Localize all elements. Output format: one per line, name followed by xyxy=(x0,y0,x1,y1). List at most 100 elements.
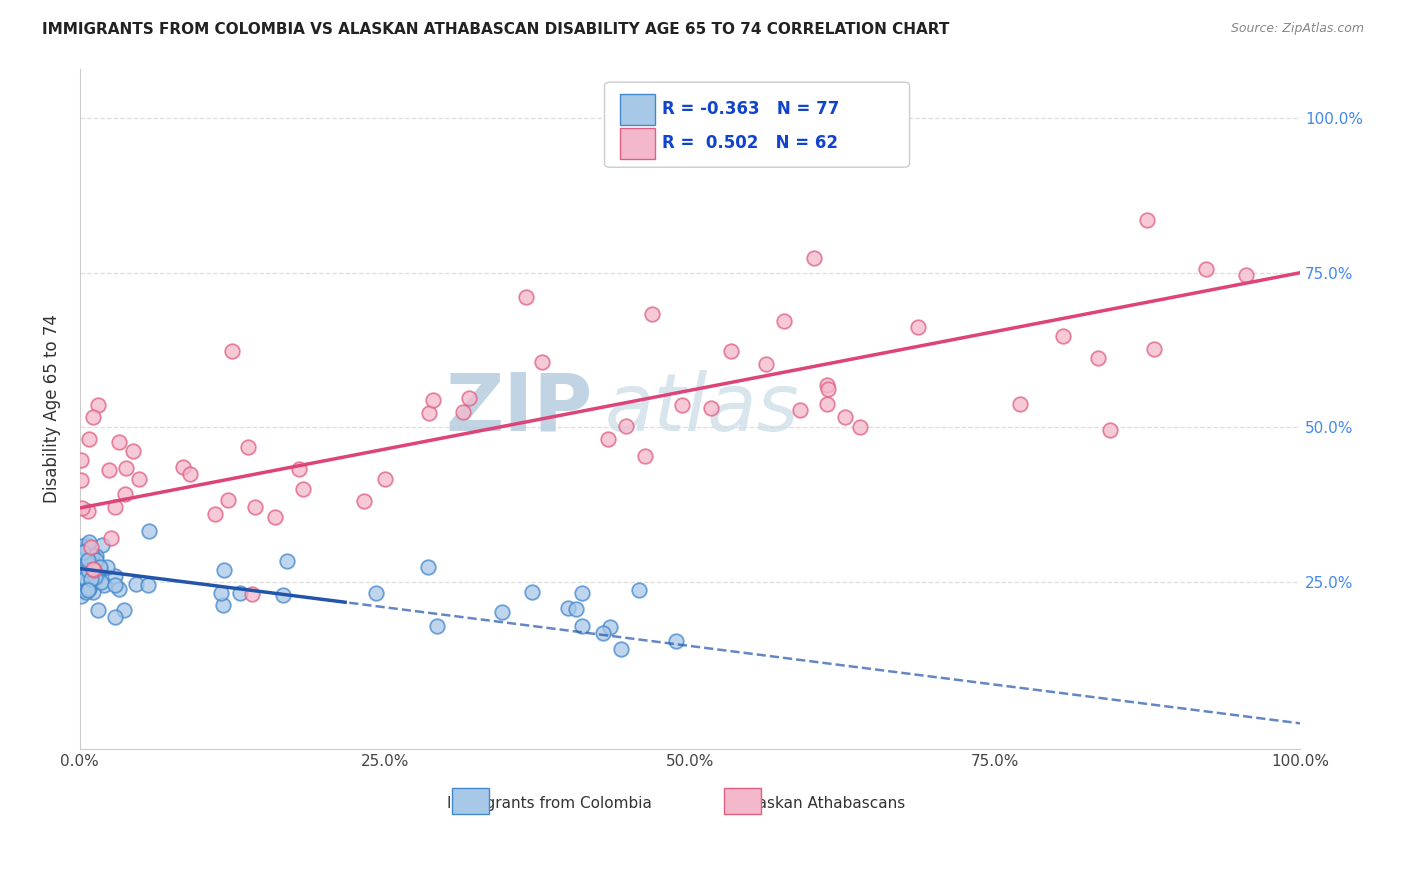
Point xyxy=(108,582,131,596)
Point xyxy=(77,503,100,517)
Point xyxy=(422,393,444,408)
Point xyxy=(772,314,794,328)
Point xyxy=(641,307,664,321)
Text: R = -0.363   N = 77: R = -0.363 N = 77 xyxy=(662,101,839,119)
Point xyxy=(789,402,811,417)
Point xyxy=(76,582,98,597)
Point xyxy=(73,544,96,558)
Point xyxy=(77,582,100,597)
Text: atlas: atlas xyxy=(605,370,799,448)
Bar xyxy=(724,789,761,814)
Point xyxy=(73,553,96,567)
Point xyxy=(97,463,120,477)
Point xyxy=(374,472,396,486)
Point xyxy=(84,549,107,564)
Point xyxy=(755,357,778,371)
Point xyxy=(1052,329,1074,343)
Point xyxy=(245,500,267,514)
Point xyxy=(70,453,93,467)
Point xyxy=(72,569,94,583)
Text: ZIP: ZIP xyxy=(446,370,592,448)
Point xyxy=(70,566,93,581)
Point xyxy=(79,566,101,580)
Point xyxy=(849,420,872,434)
Point xyxy=(271,588,294,602)
Text: IMMIGRANTS FROM COLOMBIA VS ALASKAN ATHABASCAN DISABILITY AGE 65 TO 74 CORRELATI: IMMIGRANTS FROM COLOMBIA VS ALASKAN ATHA… xyxy=(42,22,949,37)
Point xyxy=(366,586,388,600)
Point xyxy=(1136,213,1159,227)
Point xyxy=(609,642,631,657)
Point xyxy=(87,603,110,617)
Point xyxy=(103,578,125,592)
Point xyxy=(79,552,101,566)
Point xyxy=(212,563,235,577)
Point xyxy=(122,444,145,458)
Point xyxy=(634,450,657,464)
Point xyxy=(108,435,131,450)
Point xyxy=(83,570,105,584)
Point xyxy=(77,582,100,596)
Point xyxy=(596,432,619,446)
Point xyxy=(89,562,111,576)
Point xyxy=(80,562,103,576)
Point xyxy=(104,569,127,583)
Point xyxy=(79,555,101,569)
Point xyxy=(671,398,693,412)
Point xyxy=(451,405,474,419)
Point xyxy=(212,598,235,612)
Point xyxy=(100,531,122,545)
Point xyxy=(276,554,298,568)
Point xyxy=(104,610,127,624)
Point xyxy=(82,409,104,424)
Point xyxy=(418,406,440,420)
Point xyxy=(73,581,96,595)
Point xyxy=(79,566,101,580)
Point xyxy=(288,462,311,476)
Point xyxy=(416,560,439,574)
Bar xyxy=(620,128,655,159)
Point xyxy=(592,626,614,640)
Point xyxy=(217,492,239,507)
Point xyxy=(86,572,108,586)
Point xyxy=(76,555,98,569)
Text: R =  0.502   N = 62: R = 0.502 N = 62 xyxy=(662,135,838,153)
Text: Alaskan Athabascans: Alaskan Athabascans xyxy=(742,797,905,811)
Point xyxy=(209,586,232,600)
Point xyxy=(138,524,160,538)
Point xyxy=(77,582,100,596)
Point xyxy=(76,563,98,577)
Point xyxy=(1195,262,1218,277)
Point xyxy=(72,545,94,559)
Point xyxy=(1099,423,1122,437)
Point xyxy=(665,634,688,648)
Point xyxy=(87,398,110,412)
Point xyxy=(84,553,107,567)
Point xyxy=(238,441,260,455)
Bar xyxy=(620,95,655,125)
Point xyxy=(1087,351,1109,365)
Point xyxy=(179,467,201,481)
Point xyxy=(70,571,93,585)
Point xyxy=(815,378,838,392)
Point xyxy=(221,344,243,359)
Point xyxy=(522,585,544,599)
Point xyxy=(264,510,287,524)
Point xyxy=(82,585,104,599)
Point xyxy=(112,603,135,617)
Text: Immigrants from Colombia: Immigrants from Colombia xyxy=(447,797,652,811)
Point xyxy=(699,401,721,415)
Bar xyxy=(451,789,489,814)
Point xyxy=(77,561,100,575)
Point xyxy=(426,619,449,633)
Point xyxy=(76,575,98,590)
Point xyxy=(87,565,110,579)
Point xyxy=(70,589,93,603)
Point xyxy=(491,605,513,619)
Point xyxy=(96,559,118,574)
Point xyxy=(136,577,159,591)
Point xyxy=(627,583,650,598)
Point xyxy=(228,585,250,599)
Point xyxy=(815,397,838,411)
Point xyxy=(79,540,101,554)
Point xyxy=(599,620,621,634)
